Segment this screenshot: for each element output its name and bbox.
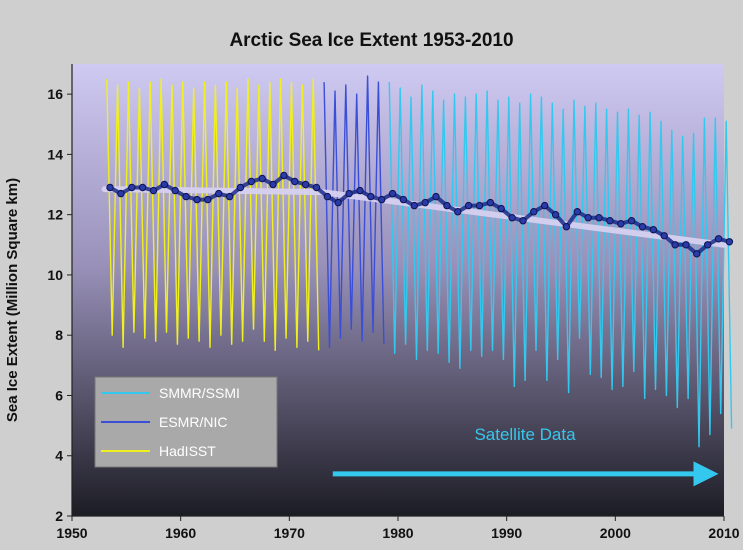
x-tick-label: 2010 [708, 525, 739, 541]
annual-mean-point [638, 223, 647, 231]
x-tick-label: 1990 [491, 525, 522, 541]
annual-mean-point [247, 177, 256, 186]
annual-mean-point [584, 214, 592, 222]
annual-mean-point [367, 192, 375, 201]
annual-mean-point [562, 223, 571, 231]
annual-mean-point [301, 180, 310, 189]
annual-mean-point [497, 204, 505, 213]
annual-mean-point [323, 192, 332, 201]
legend-label: ESMR/NIC [159, 414, 227, 430]
annual-mean-point [204, 195, 212, 204]
annual-mean-point [388, 189, 397, 198]
annual-mean-point [595, 214, 603, 222]
annual-mean-point [519, 217, 527, 225]
annual-mean-point [215, 189, 223, 198]
x-tick-label: 2000 [600, 525, 631, 541]
y-tick-label: 8 [55, 327, 63, 343]
legend-label: SMMR/SSMI [159, 385, 240, 401]
annual-mean-point [236, 183, 245, 192]
annual-mean-point [280, 171, 288, 180]
annual-mean-point [693, 250, 701, 258]
annual-mean-point [541, 201, 549, 210]
series-line-esmr-nic [323, 75, 385, 348]
annual-mean-point [475, 201, 484, 210]
annual-mean-point [627, 217, 636, 225]
annual-mean-point [421, 198, 429, 207]
y-tick-label: 4 [55, 448, 63, 464]
annual-mean-line [109, 173, 730, 256]
annual-mean-point [551, 211, 560, 219]
annual-mean-point [671, 241, 679, 249]
annual-mean-point [117, 189, 125, 198]
annual-mean-point [269, 180, 277, 189]
annual-mean-point [725, 238, 734, 246]
y-tick-label: 12 [47, 207, 63, 223]
annual-mean-point [399, 195, 408, 204]
annual-mean-point [464, 201, 473, 210]
annual-mean-point [225, 192, 234, 201]
annual-mean-point [508, 214, 516, 222]
annual-mean-point [682, 241, 690, 249]
y-tick-label: 14 [47, 146, 63, 162]
annual-mean-point [649, 226, 658, 234]
satellite-data-annotation: Satellite Data [474, 425, 576, 444]
annual-mean-point [378, 195, 386, 204]
annual-mean-point [334, 198, 342, 207]
series-line-smmr-ssmi [388, 82, 733, 448]
legend-label: HadISST [159, 443, 216, 459]
annual-mean-point [356, 186, 364, 195]
annual-mean-point [573, 208, 581, 216]
annual-mean-point [410, 201, 418, 210]
annual-mean-point [486, 198, 495, 207]
annual-mean-point [171, 186, 179, 195]
annual-mean-point [182, 192, 190, 201]
x-tick-label: 1980 [382, 525, 413, 541]
annual-mean-point [714, 235, 723, 243]
annual-mean-point [530, 208, 538, 216]
annual-mean-point [128, 183, 136, 192]
annual-mean-point [106, 183, 114, 192]
x-tick-label: 1970 [274, 525, 305, 541]
annual-mean-point [704, 241, 712, 249]
annual-mean-point [160, 180, 169, 189]
annual-mean-point [345, 189, 353, 198]
annual-mean-point [606, 217, 614, 225]
annual-mean-point [149, 186, 158, 195]
annual-mean-point [138, 183, 147, 192]
annual-mean-point [432, 192, 440, 201]
annual-mean-point [617, 220, 625, 228]
annual-mean-point [312, 183, 321, 192]
annual-mean-point [291, 177, 299, 186]
annual-mean-point [193, 195, 201, 204]
x-tick-label: 1960 [165, 525, 196, 541]
y-tick-label: 6 [55, 387, 63, 403]
annual-mean-point [258, 174, 266, 183]
annual-mean-point [660, 232, 668, 240]
y-tick-label: 16 [47, 86, 63, 102]
chart-title: Arctic Sea Ice Extent 1953-2010 [229, 30, 514, 51]
annual-mean-point [454, 208, 462, 216]
y-tick-label: 2 [55, 508, 63, 524]
x-tick-label: 1950 [56, 525, 87, 541]
series-line-hadisst [106, 78, 320, 351]
y-tick-label: 10 [47, 267, 63, 283]
annual-mean-point [443, 201, 451, 210]
